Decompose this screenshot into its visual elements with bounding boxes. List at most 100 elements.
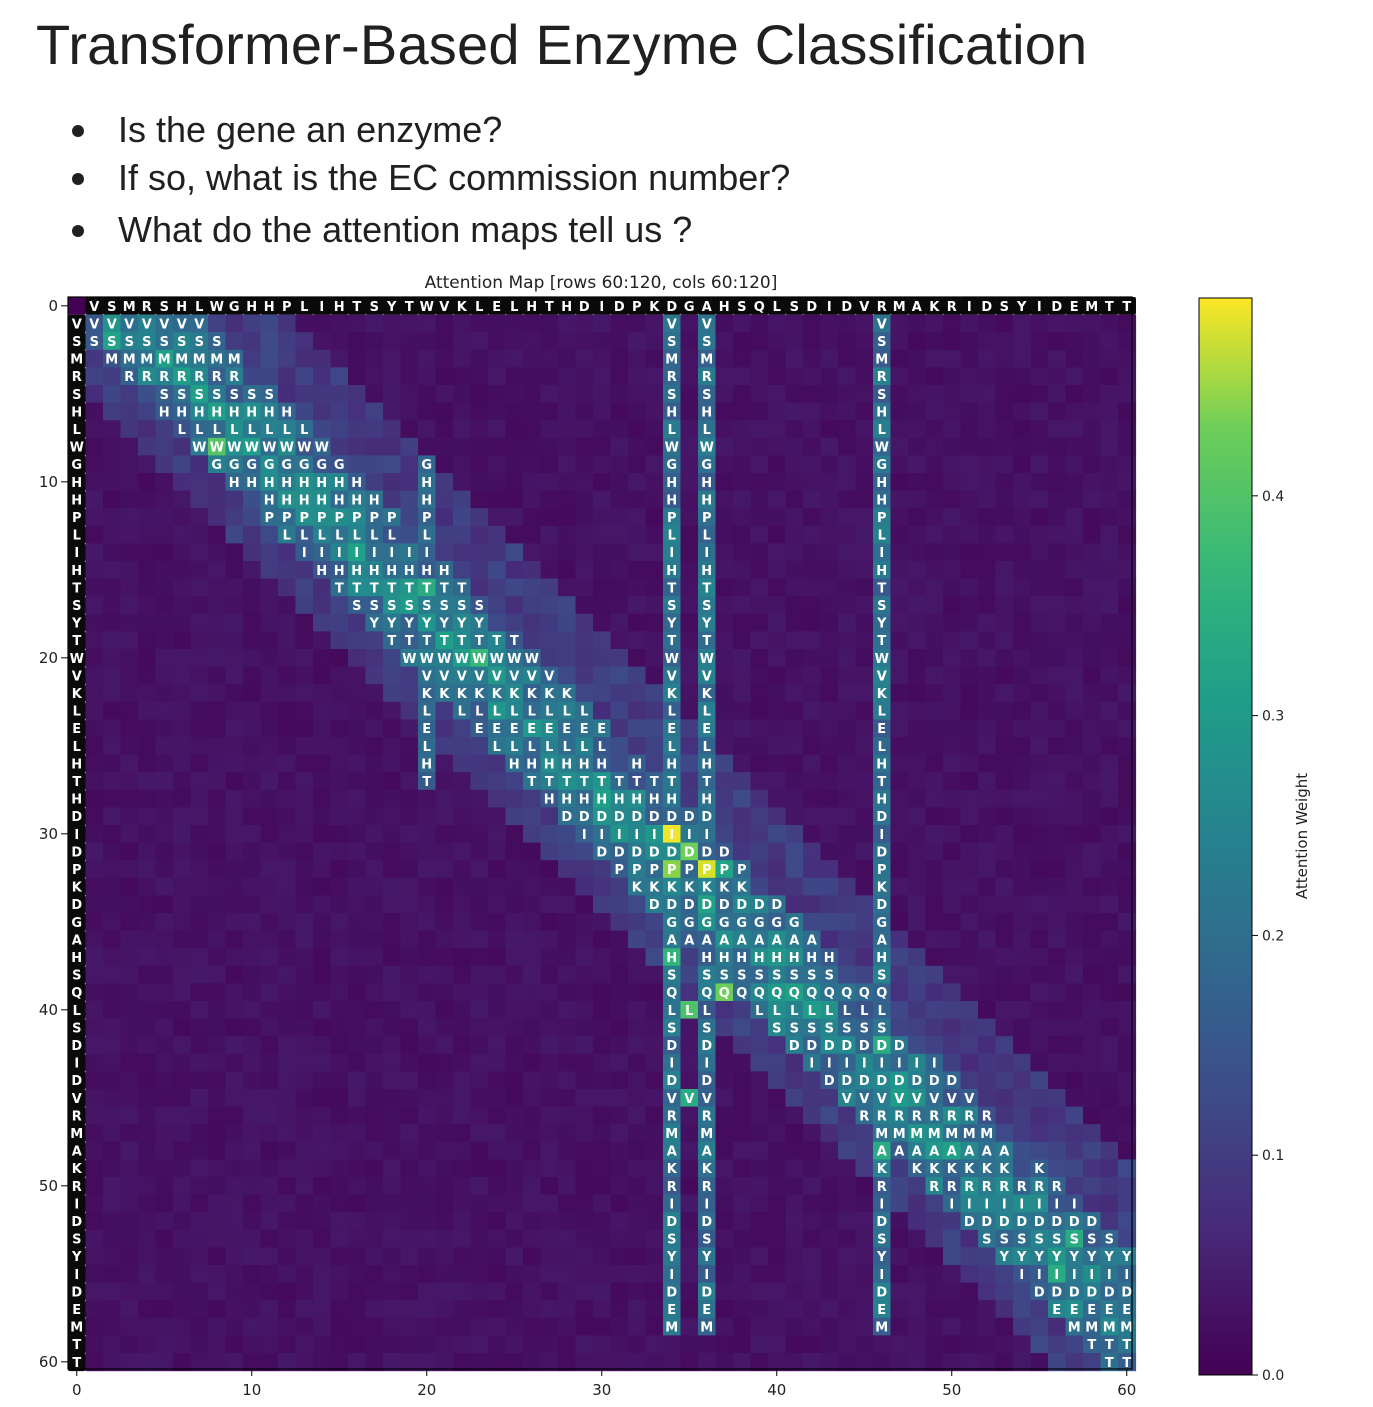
heatmap-cell bbox=[85, 1282, 104, 1301]
cell-label: R bbox=[964, 1180, 974, 1195]
heatmap-cell bbox=[873, 1229, 892, 1248]
heatmap-cell bbox=[925, 385, 944, 404]
heatmap-cell bbox=[908, 789, 927, 808]
heatmap-cell bbox=[943, 1229, 962, 1248]
heatmap-cell bbox=[208, 420, 227, 439]
cell-label: K bbox=[964, 1162, 975, 1177]
heatmap-cell bbox=[925, 367, 944, 386]
cell-label: H bbox=[701, 757, 712, 772]
heatmap-cell bbox=[330, 561, 349, 580]
heatmap-cell bbox=[1065, 367, 1084, 386]
heatmap-cell bbox=[1100, 578, 1119, 597]
sequence-label-bg bbox=[68, 367, 86, 386]
heatmap-cell bbox=[663, 807, 682, 826]
heatmap-cell bbox=[715, 543, 734, 562]
heatmap-cell bbox=[348, 1177, 367, 1196]
heatmap-cell bbox=[820, 631, 839, 650]
heatmap-cell bbox=[663, 737, 682, 756]
cell-label: L bbox=[423, 529, 431, 544]
heatmap-cell bbox=[313, 1300, 332, 1319]
heatmap-cell bbox=[680, 1177, 699, 1196]
cell-label: T bbox=[457, 634, 466, 649]
heatmap-cell bbox=[208, 684, 227, 703]
heatmap-cell bbox=[960, 825, 979, 844]
heatmap-cell bbox=[768, 1353, 787, 1372]
heatmap-cell bbox=[295, 473, 314, 492]
heatmap-cell bbox=[680, 684, 699, 703]
heatmap-cell bbox=[243, 1141, 262, 1160]
heatmap-cell bbox=[278, 437, 297, 456]
heatmap-cell bbox=[873, 1300, 892, 1319]
heatmap-cell bbox=[890, 420, 909, 439]
heatmap-cell bbox=[435, 1194, 454, 1213]
heatmap-cell bbox=[575, 1212, 594, 1231]
heatmap-cell bbox=[418, 1036, 437, 1055]
cell-label: W bbox=[472, 652, 486, 667]
sequence-label-bg bbox=[68, 930, 86, 949]
heatmap-cell bbox=[908, 1212, 927, 1231]
heatmap-cell bbox=[85, 701, 104, 720]
heatmap-cell bbox=[1083, 1229, 1102, 1248]
heatmap-cell bbox=[330, 842, 349, 861]
heatmap-cell bbox=[1065, 1265, 1084, 1284]
heatmap-cell bbox=[1100, 314, 1119, 333]
heatmap-cell bbox=[733, 455, 752, 474]
heatmap-cell bbox=[313, 754, 332, 773]
sequence-label-bg bbox=[505, 297, 524, 315]
heatmap-cell bbox=[995, 420, 1014, 439]
y-tick-label: 60 bbox=[39, 1353, 58, 1371]
sequence-label-bg bbox=[733, 297, 751, 315]
heatmap-cell bbox=[873, 596, 892, 615]
heatmap-cell bbox=[593, 525, 612, 544]
column-residue-label: S bbox=[160, 300, 169, 315]
heatmap-cell bbox=[313, 684, 332, 703]
heatmap-cell bbox=[400, 314, 419, 333]
cell-label: L bbox=[563, 705, 571, 720]
heatmap-cell bbox=[645, 1265, 664, 1284]
heatmap-cell bbox=[663, 1018, 682, 1037]
heatmap-cell bbox=[225, 807, 244, 826]
heatmap-cell bbox=[453, 930, 472, 949]
heatmap-cell bbox=[138, 455, 157, 474]
heatmap-cell bbox=[155, 948, 174, 967]
heatmap-cell bbox=[365, 737, 384, 756]
heatmap-cell bbox=[540, 1124, 559, 1143]
heatmap-cell bbox=[365, 596, 384, 615]
cell-label: D bbox=[981, 1215, 992, 1230]
cell-label: H bbox=[421, 757, 432, 772]
heatmap-cell bbox=[978, 666, 997, 685]
heatmap-cell bbox=[943, 525, 962, 544]
heatmap-cell bbox=[645, 1194, 664, 1213]
cell-label: D bbox=[789, 1039, 800, 1054]
heatmap-cell bbox=[575, 930, 594, 949]
heatmap-cell bbox=[243, 807, 262, 826]
cell-label: H bbox=[194, 405, 205, 420]
heatmap-cell bbox=[173, 684, 192, 703]
heatmap-cell bbox=[418, 332, 437, 351]
heatmap-cell bbox=[1083, 913, 1102, 932]
heatmap-cell bbox=[803, 719, 822, 738]
heatmap-cell bbox=[173, 789, 192, 808]
heatmap-cell bbox=[295, 1212, 314, 1231]
heatmap-cell bbox=[1065, 1229, 1084, 1248]
heatmap-cell bbox=[1030, 1282, 1049, 1301]
heatmap-cell bbox=[978, 807, 997, 826]
heatmap-cell bbox=[208, 596, 227, 615]
heatmap-cell bbox=[190, 1335, 209, 1354]
heatmap-cell bbox=[243, 1089, 262, 1108]
heatmap-cell bbox=[768, 1053, 787, 1072]
heatmap-cell bbox=[1083, 965, 1102, 984]
heatmap-cell bbox=[540, 631, 559, 650]
heatmap-cell bbox=[558, 1124, 577, 1143]
heatmap-cell bbox=[785, 1229, 804, 1248]
cell-label: Y bbox=[701, 617, 712, 632]
heatmap-cell bbox=[295, 1036, 314, 1055]
heatmap-cell bbox=[540, 349, 559, 368]
heatmap-cell bbox=[348, 1018, 367, 1037]
heatmap-cell bbox=[453, 490, 472, 509]
heatmap-cell bbox=[540, 490, 559, 509]
heatmap-cell bbox=[978, 578, 997, 597]
heatmap-cell bbox=[155, 842, 174, 861]
heatmap-cell bbox=[785, 1089, 804, 1108]
cell-label: D bbox=[1086, 1215, 1097, 1230]
